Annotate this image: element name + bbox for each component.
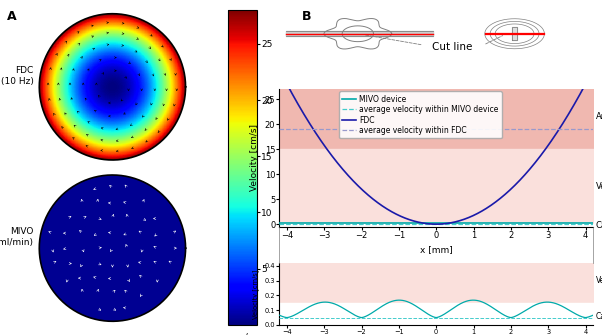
average velocity within FDC [433,127,440,131]
FDC [432,222,439,226]
MIVO device [526,221,533,225]
Text: Capillaries: Capillaries [596,312,602,321]
FDC [521,174,528,178]
Text: Arteries: Arteries [596,112,602,121]
FDC [308,124,315,128]
FDC [526,167,533,171]
Legend: MIVO device, average velocity within MIVO device, FDC, average velocity within F: MIVO device, average velocity within MIV… [340,91,501,138]
MIVO device [520,221,527,225]
FDC [414,220,421,224]
Line: FDC: FDC [279,70,593,224]
Text: FDC
(10 Hz): FDC (10 Hz) [1,66,34,85]
Y-axis label: Velocity [cm/s]: Velocity [cm/s] [252,269,259,319]
FDC [491,200,498,204]
average velocity within MIVO device [470,222,477,226]
Text: Cut line: Cut line [432,42,472,52]
average velocity within MIVO device [433,222,440,226]
MIVO device [403,221,410,225]
average velocity within FDC [470,127,477,131]
MIVO device [414,221,421,225]
Text: B: B [302,10,312,23]
Text: MIVO
(2 ml/min): MIVO (2 ml/min) [0,227,34,247]
FDC [403,216,410,220]
MIVO device [491,221,498,225]
X-axis label: x [mm]: x [mm] [420,246,453,254]
Text: Capillaries: Capillaries [596,221,602,230]
Y-axis label: Velocity [cm/s]: Velocity [cm/s] [250,124,259,191]
Text: Veins: Veins [596,182,602,191]
Text: A: A [7,10,17,23]
Text: Veins: Veins [596,276,602,285]
MIVO device [589,221,597,225]
Text: cm/s: cm/s [232,333,253,335]
FDC [276,68,283,72]
MIVO device [308,221,315,225]
MIVO device [276,221,283,225]
FDC [589,68,597,72]
